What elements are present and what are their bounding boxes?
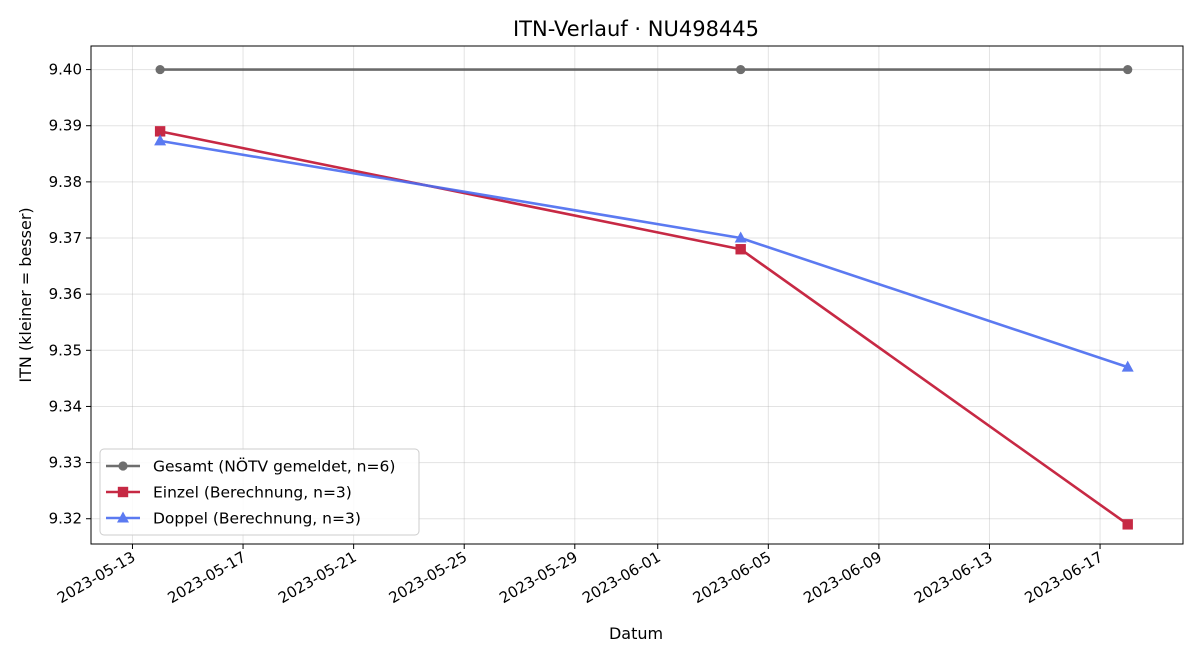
x-axis-label: Datum (609, 624, 663, 643)
y-tick-label: 9.34 (49, 397, 82, 415)
plot-frame (90, 45, 1184, 545)
y-tick-label: 9.38 (49, 173, 82, 191)
y-tick-label: 9.36 (49, 285, 82, 303)
data-point (155, 64, 165, 75)
data-point (1123, 64, 1133, 75)
legend-item (106, 461, 140, 471)
series-1 (155, 64, 1133, 75)
legend-marker (118, 461, 128, 471)
series-2 (154, 126, 1133, 530)
legend-marker (117, 511, 129, 523)
data-point (1122, 519, 1133, 530)
legend-item (106, 486, 140, 498)
y-tick-label: 9.32 (49, 510, 82, 528)
legend-item (106, 511, 140, 523)
y-axis-label: ITN (kleiner = besser) (16, 207, 35, 382)
data-point (736, 64, 746, 75)
y-axis: 9.32 9.33 9.34 9.35 9.36 9.37 9.38 9.39 9.40 (49, 61, 91, 528)
data-point (154, 126, 166, 137)
legend-label: Gesamt (NÖTV gemeldet, n=6) (153, 457, 395, 476)
y-tick-label: 9.33 (49, 454, 82, 472)
series-3 (154, 134, 1134, 372)
data-point (735, 244, 746, 255)
legend-label: Doppel (Berechnung, n=3) (153, 510, 361, 528)
data-point (154, 134, 167, 146)
y-tick-label: 9.39 (49, 117, 82, 135)
series-group (154, 64, 1134, 530)
data-point (734, 231, 747, 243)
y-tick-label: 9.37 (49, 229, 82, 247)
chart-title: ITN-Verlauf · NU498445 (513, 17, 759, 41)
legend: Gesamt (NÖTV gemeldet, n=6) Einzel (Berec… (99, 448, 420, 536)
legend-label: Einzel (Berechnung, n=3) (153, 484, 352, 502)
y-tick-label: 9.35 (49, 341, 82, 359)
legend-marker (117, 486, 129, 498)
legend-items: Gesamt (NÖTV gemeldet, n=6) Einzel (Berec… (106, 457, 395, 528)
legend-box (99, 448, 420, 536)
y-tick-label: 9.40 (49, 61, 82, 79)
data-point (1121, 360, 1134, 372)
